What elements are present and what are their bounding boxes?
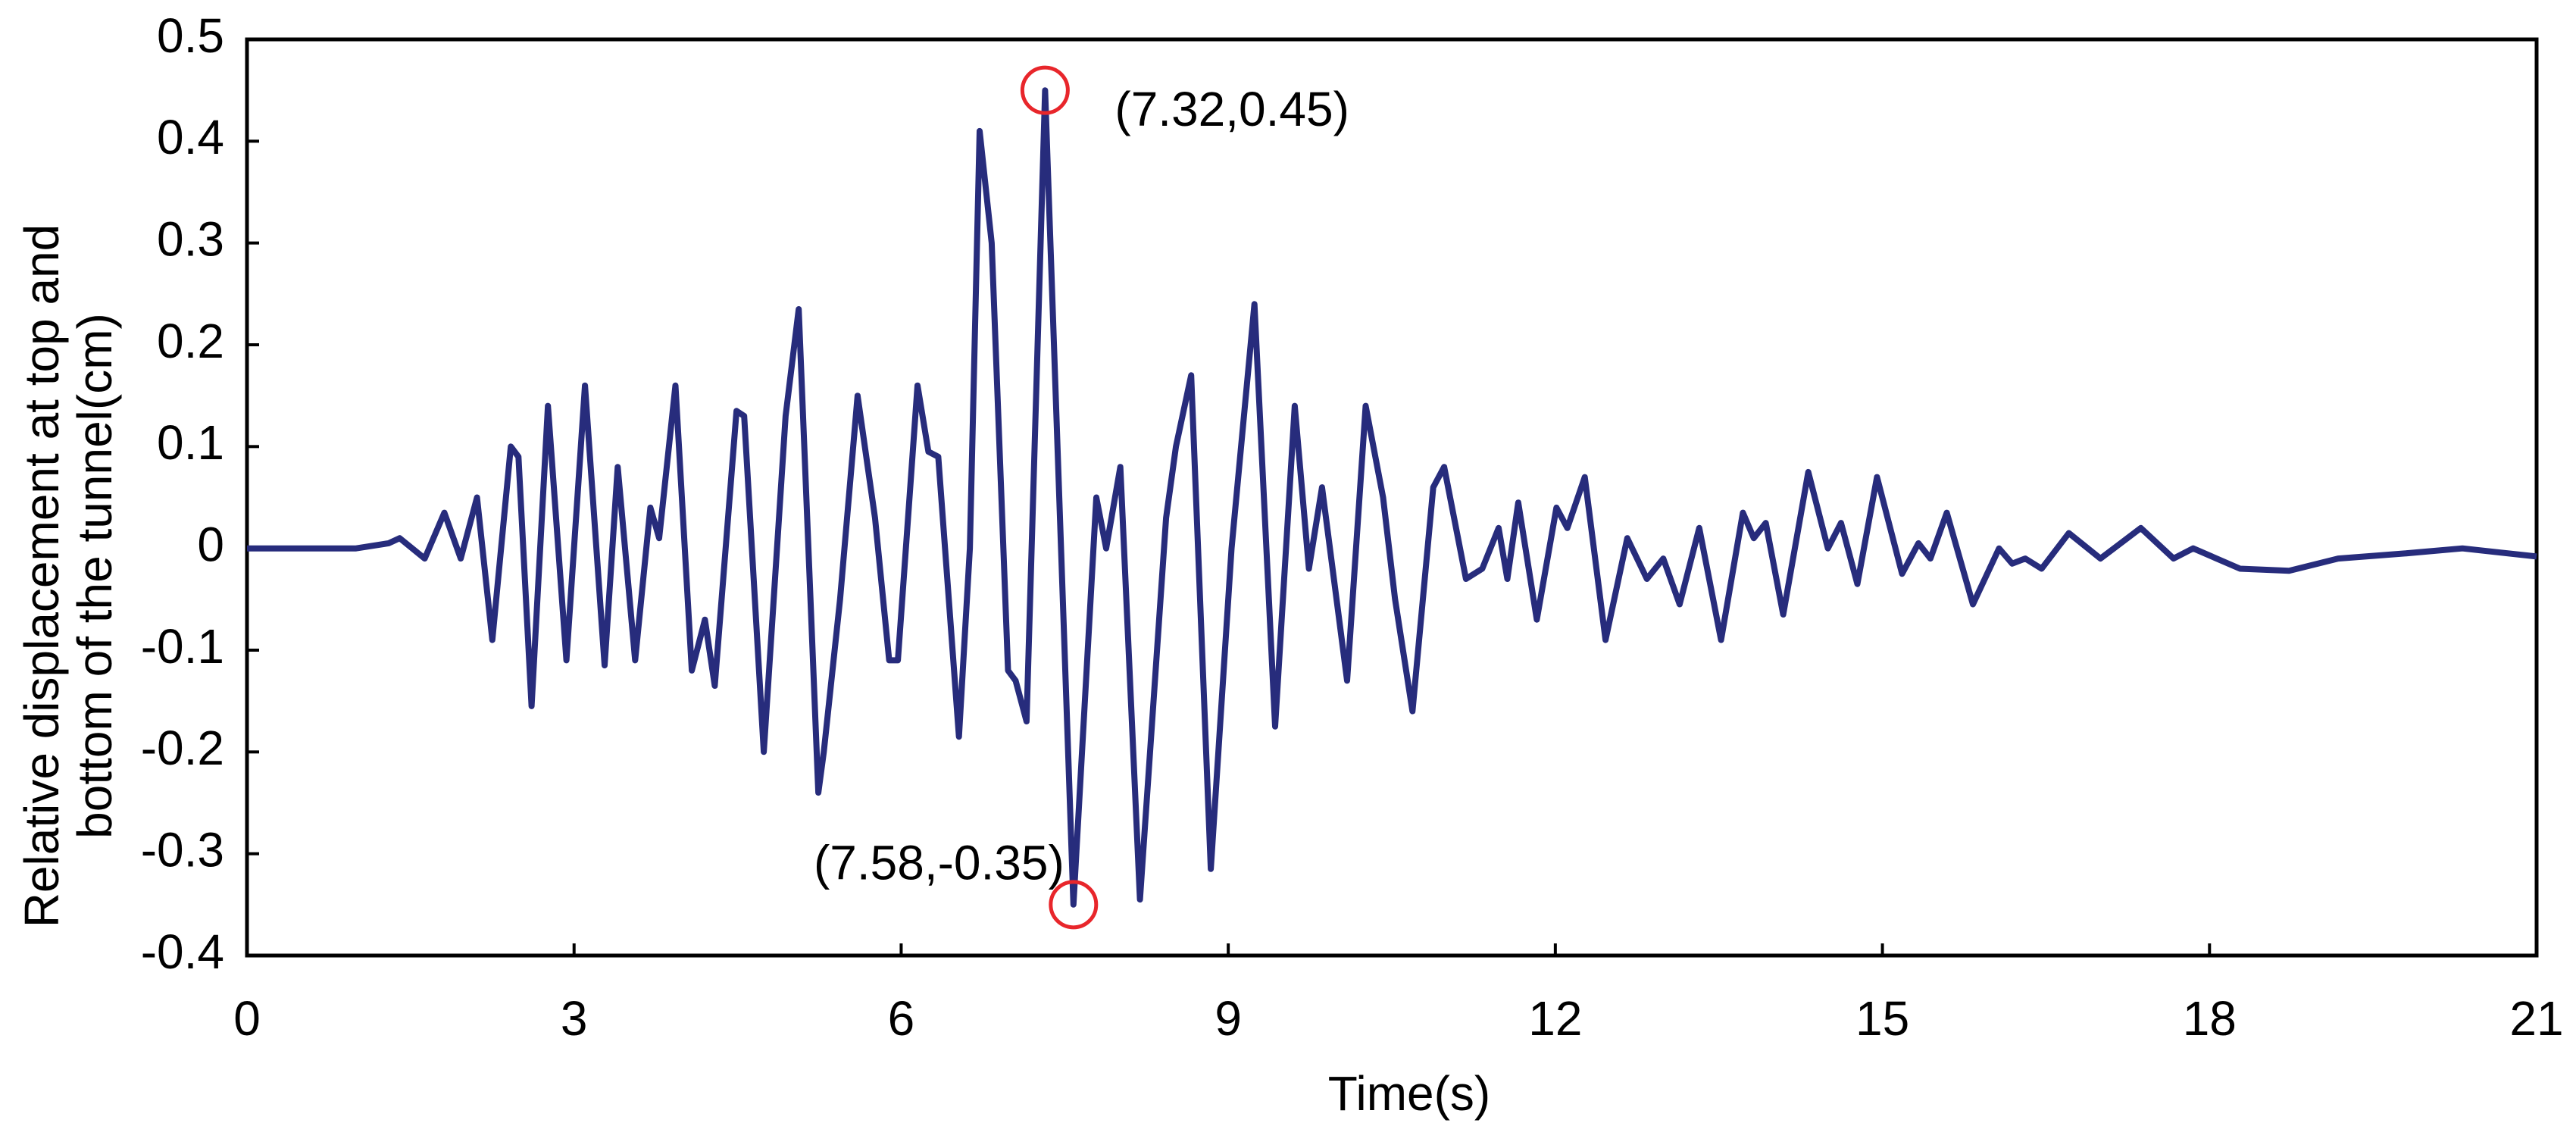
plot-frame <box>245 37 2539 958</box>
annotation-label: (7.58,-0.35) <box>814 836 1064 890</box>
y-tick-label: 0.5 <box>157 8 224 63</box>
y-tick-label: 0.2 <box>157 314 224 368</box>
x-tick-label: 0 <box>233 991 261 1046</box>
x-tick-label: 18 <box>2183 991 2237 1046</box>
y-axis-label-line: bottom of the tunnel(cm) <box>67 313 122 839</box>
y-tick-label: -0.3 <box>141 823 224 877</box>
y-tick-label: 0.4 <box>157 110 224 164</box>
y-tick-label: -0.4 <box>141 924 224 979</box>
annotation-label: (7.32,0.45) <box>1114 82 1349 136</box>
y-tick-label: -0.1 <box>141 619 224 674</box>
y-tick-label: 0.3 <box>157 212 224 267</box>
annotation-marker <box>1020 65 1070 115</box>
x-tick-label: 3 <box>561 991 588 1046</box>
y-tick-label: -0.2 <box>141 721 224 775</box>
x-tick-label: 15 <box>1855 991 1909 1046</box>
data-line <box>247 87 2537 908</box>
y-axis-label: Relative displacement at top and bottom … <box>14 224 122 928</box>
x-tick-label: 21 <box>2509 991 2563 1046</box>
x-axis-label: Time(s) <box>1328 1066 1490 1121</box>
y-axis-label-line: Relative displacement at top and <box>14 224 69 928</box>
x-tick-label: 6 <box>888 991 915 1046</box>
y-tick-label: 0.1 <box>157 415 224 470</box>
x-tick-label: 9 <box>1215 991 1242 1046</box>
x-tick-label: 12 <box>1528 991 1582 1046</box>
y-tick-label: 0 <box>197 518 224 572</box>
annotation-marker <box>1049 880 1099 930</box>
